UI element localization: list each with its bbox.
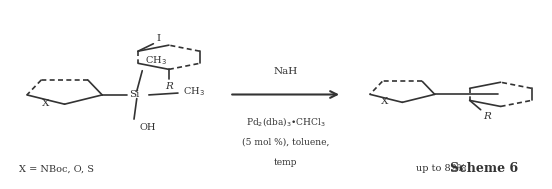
Text: Pd$_2$(dba)$_3$•CHCl$_3$: Pd$_2$(dba)$_3$•CHCl$_3$ [246, 115, 326, 128]
Text: up to 82%: up to 82% [416, 164, 466, 174]
Text: temp: temp [274, 158, 298, 167]
Text: NaH: NaH [274, 67, 298, 76]
Text: I: I [156, 34, 160, 43]
Text: (5 mol %), toluene,: (5 mol %), toluene, [242, 137, 330, 146]
Text: R: R [165, 82, 173, 91]
Text: X: X [41, 99, 49, 108]
Text: Scheme 6: Scheme 6 [449, 162, 518, 175]
Text: Si: Si [130, 90, 140, 99]
Text: X = NBoc, O, S: X = NBoc, O, S [19, 164, 94, 174]
Text: X: X [381, 98, 389, 106]
Text: OH: OH [140, 123, 156, 132]
Text: CH$_3$: CH$_3$ [145, 54, 167, 67]
Text: R: R [484, 112, 491, 121]
Text: CH$_3$: CH$_3$ [183, 85, 205, 98]
